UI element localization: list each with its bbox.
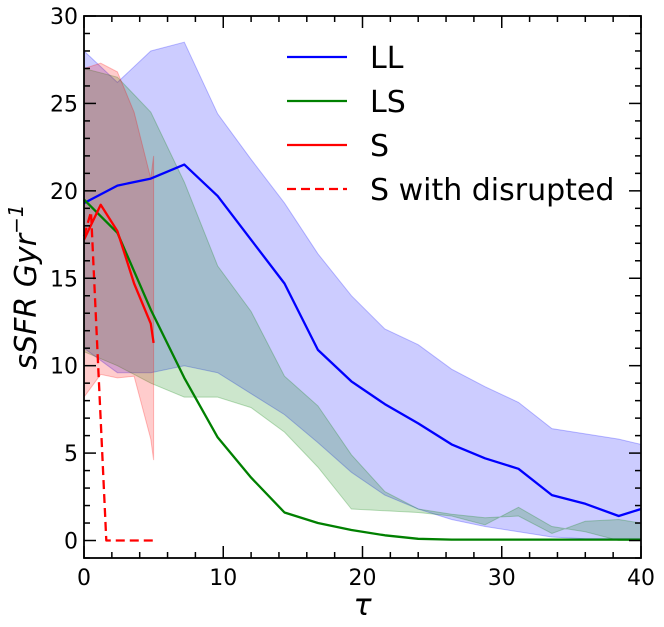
y-axis-label-text: sSFR Gyr: [9, 232, 44, 369]
x-tick-label: 30: [488, 566, 516, 591]
series-line-s-with-disrupted: [82, 210, 154, 542]
confidence-bands: [83, 41, 642, 541]
x-tick-label: 20: [349, 566, 377, 591]
series-line-s: [82, 203, 155, 344]
x-tick-label: 10: [209, 566, 237, 591]
y-tick-label: 0: [64, 530, 78, 555]
series-lines: [82, 163, 642, 542]
y-tick-label: 20: [50, 180, 78, 205]
x-axis-label: τ: [353, 588, 372, 623]
legend-label-ls: LS: [370, 85, 406, 120]
legend-label-s: S: [370, 129, 389, 164]
axis-ticks: 0 10 20 30 40 0 5 10 15 20 25 30: [50, 5, 655, 591]
x-tick-label: 40: [627, 566, 655, 591]
series-line-ll: [83, 163, 642, 518]
x-tick-label: 0: [77, 566, 91, 591]
band-s: [83, 62, 155, 461]
legend-label-ll: LL: [370, 41, 404, 76]
y-tick-label: 30: [50, 5, 78, 30]
y-tick-label: 15: [50, 267, 78, 292]
legend-label-s-with-disrupted: S with disrupted: [370, 173, 614, 208]
y-tick-label: 25: [50, 92, 78, 117]
series-line-ls: [83, 198, 641, 541]
legend: LL LS S S with disrupted: [287, 41, 614, 208]
y-axis-label-exponent: −1: [4, 204, 28, 233]
y-tick-label: 10: [50, 355, 78, 380]
y-axis-label: sSFR Gyr−1: [4, 204, 44, 369]
y-tick-label: 5: [64, 442, 78, 467]
